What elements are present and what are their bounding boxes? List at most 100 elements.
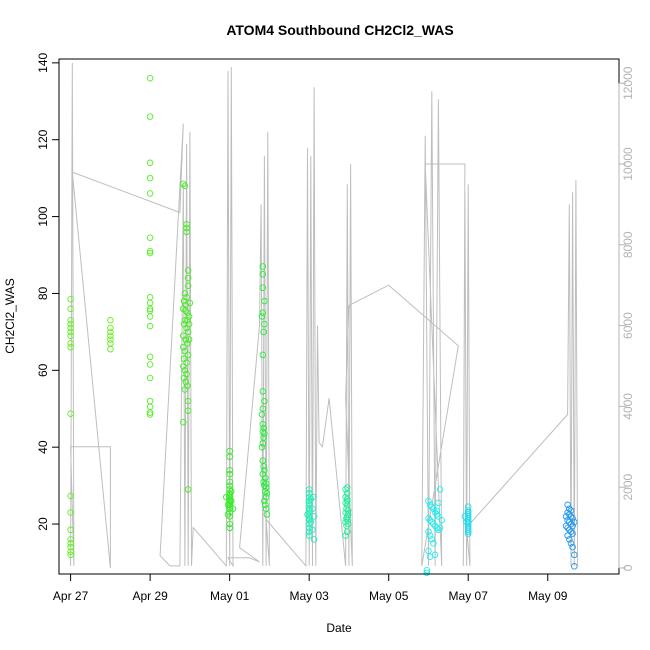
data-point bbox=[342, 486, 349, 493]
data-point bbox=[226, 478, 233, 486]
data-point bbox=[67, 492, 74, 500]
data-point bbox=[261, 297, 268, 305]
data-point bbox=[258, 411, 266, 418]
data-point bbox=[184, 317, 191, 324]
data-point bbox=[185, 320, 193, 328]
data-point bbox=[67, 343, 74, 351]
data-point bbox=[146, 113, 154, 120]
x-tick-label: May 09 bbox=[528, 589, 568, 603]
data-point bbox=[181, 386, 189, 393]
data-point bbox=[107, 332, 114, 339]
data-point bbox=[305, 505, 313, 512]
data-point bbox=[464, 526, 472, 534]
data-point bbox=[146, 374, 154, 382]
data-point bbox=[181, 290, 189, 297]
data-point bbox=[146, 313, 154, 320]
data-point bbox=[146, 305, 154, 313]
data-point bbox=[431, 551, 439, 559]
data-point bbox=[566, 518, 573, 526]
data-point bbox=[305, 490, 313, 497]
data-point bbox=[181, 347, 189, 355]
data-point bbox=[262, 480, 270, 487]
data-point bbox=[425, 528, 432, 535]
data-point bbox=[182, 378, 189, 386]
y2-axis: 0 2000 4000 6000 8000 10000 12000 bbox=[618, 66, 635, 571]
data-point bbox=[564, 509, 571, 516]
data-point bbox=[425, 547, 432, 555]
altitude-trace bbox=[70, 62, 579, 568]
data-point bbox=[259, 309, 267, 316]
data-point bbox=[262, 493, 270, 501]
data-point bbox=[258, 443, 266, 451]
data-point bbox=[146, 174, 154, 182]
y-tick-label: 40 bbox=[36, 440, 50, 454]
data-point bbox=[426, 516, 434, 524]
data-point bbox=[433, 507, 441, 514]
data-point bbox=[107, 324, 114, 332]
data-point bbox=[224, 511, 232, 518]
data-point bbox=[260, 463, 267, 470]
data-point bbox=[433, 524, 441, 532]
data-point bbox=[146, 397, 154, 405]
data-point bbox=[184, 274, 192, 282]
data-point bbox=[261, 430, 268, 437]
altitude-line bbox=[70, 62, 579, 568]
data-point bbox=[181, 367, 189, 374]
y2-tick-label: 8000 bbox=[621, 231, 635, 258]
data-point bbox=[436, 524, 444, 532]
data-point bbox=[259, 405, 267, 412]
data-point bbox=[180, 374, 188, 382]
data-point bbox=[180, 180, 187, 188]
data-point bbox=[259, 440, 267, 447]
data-point bbox=[259, 351, 267, 359]
data-point bbox=[180, 363, 187, 370]
x-axis-label: Date bbox=[326, 621, 352, 635]
data-point bbox=[226, 501, 233, 509]
data-point bbox=[67, 295, 74, 303]
data-point bbox=[438, 516, 445, 524]
y-tick-label: 60 bbox=[36, 363, 50, 377]
data-point bbox=[435, 499, 442, 507]
y-tick-label: 120 bbox=[36, 129, 50, 149]
data-point bbox=[305, 516, 313, 524]
data-point bbox=[186, 299, 194, 307]
data-point bbox=[566, 526, 573, 534]
x-tick-label: Apr 29 bbox=[132, 589, 168, 603]
data-point bbox=[146, 249, 154, 257]
x-tick-label: May 03 bbox=[289, 589, 329, 603]
data-point bbox=[344, 520, 352, 528]
x-tick-label: May 01 bbox=[210, 589, 250, 603]
data-point bbox=[228, 488, 235, 495]
data-point bbox=[226, 470, 233, 478]
y2-tick-label: 6000 bbox=[621, 312, 635, 339]
data-point bbox=[426, 501, 434, 509]
data-point bbox=[430, 505, 437, 512]
y-tick-label: 20 bbox=[36, 517, 50, 531]
y-tick-label: 100 bbox=[36, 206, 50, 226]
data-point bbox=[259, 388, 267, 395]
data-point bbox=[184, 309, 191, 316]
data-point bbox=[67, 551, 74, 559]
data-point bbox=[180, 297, 188, 305]
data-point bbox=[430, 520, 437, 528]
data-point bbox=[464, 530, 472, 537]
data-point bbox=[146, 361, 154, 368]
data-point bbox=[567, 528, 575, 535]
y2-tick-label: 4000 bbox=[621, 393, 635, 420]
data-point bbox=[305, 532, 313, 539]
data-point bbox=[567, 513, 575, 520]
data-point bbox=[67, 548, 74, 555]
data-point bbox=[146, 247, 154, 255]
x-tick-label: May 05 bbox=[369, 589, 409, 603]
x-tick-label: Apr 27 bbox=[53, 589, 89, 603]
data-point bbox=[461, 513, 469, 520]
chart-title: ATOM4 Southbound CH2Cl2_WAS bbox=[226, 22, 453, 38]
data-point bbox=[67, 320, 74, 328]
data-point bbox=[310, 513, 318, 520]
data-point bbox=[180, 418, 187, 426]
data-point bbox=[310, 493, 317, 501]
data-point bbox=[259, 420, 267, 428]
data-point bbox=[107, 345, 114, 353]
data-point bbox=[226, 509, 233, 516]
